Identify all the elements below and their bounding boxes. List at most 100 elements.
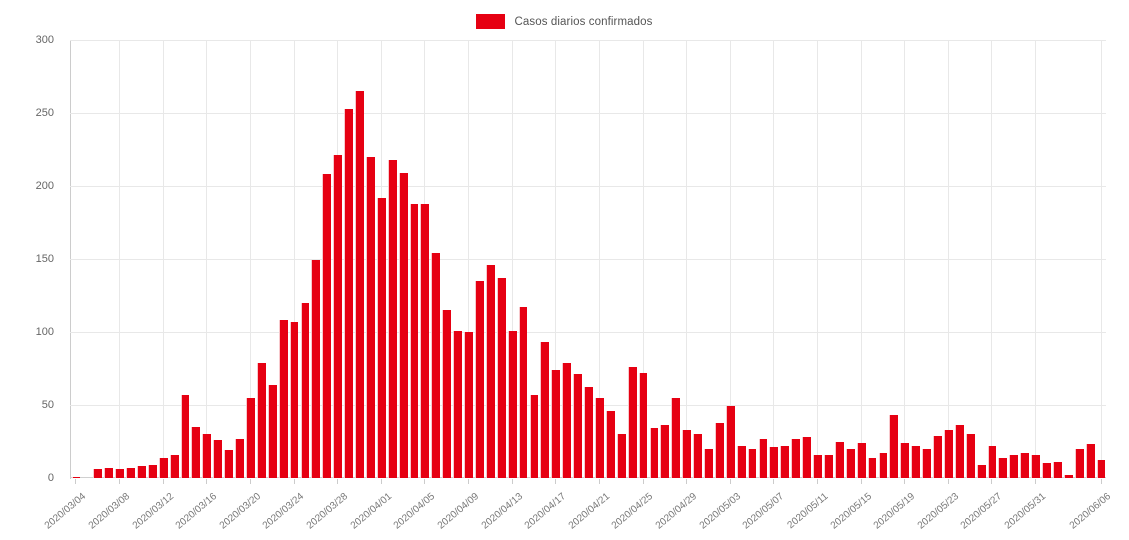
bar[interactable]	[1009, 454, 1019, 478]
bar[interactable]	[180, 394, 190, 478]
bar[interactable]	[791, 438, 801, 478]
bar[interactable]	[671, 397, 681, 478]
bar[interactable]	[278, 320, 288, 478]
bar[interactable]	[71, 476, 81, 478]
bar[interactable]	[933, 435, 942, 478]
bar[interactable]	[322, 174, 332, 478]
bar[interactable]	[660, 425, 670, 478]
bar[interactable]	[409, 203, 419, 478]
bar[interactable]	[573, 374, 582, 478]
bar[interactable]	[1042, 463, 1051, 478]
bar[interactable]	[889, 415, 899, 478]
bar[interactable]	[104, 467, 114, 478]
bar[interactable]	[627, 367, 637, 478]
bar[interactable]	[769, 447, 779, 478]
bar[interactable]	[365, 156, 375, 478]
bar[interactable]	[856, 442, 866, 478]
bar[interactable]	[507, 330, 517, 478]
bar[interactable]	[780, 445, 790, 478]
bar[interactable]	[1063, 475, 1073, 478]
bar[interactable]	[1074, 448, 1084, 478]
bar[interactable]	[998, 457, 1008, 478]
bar[interactable]	[551, 369, 561, 478]
bar[interactable]	[584, 387, 593, 478]
bar[interactable]	[224, 450, 234, 478]
bar[interactable]	[900, 442, 910, 478]
bar[interactable]	[1096, 460, 1106, 478]
bar[interactable]	[256, 362, 266, 478]
bar[interactable]	[987, 445, 997, 478]
bar[interactable]	[529, 394, 539, 478]
x-axis-tick-label: 2020/05/15	[828, 491, 874, 532]
bar[interactable]	[246, 397, 255, 478]
bar[interactable]	[704, 448, 713, 478]
bar[interactable]	[965, 434, 975, 478]
bar[interactable]	[911, 445, 921, 478]
bar[interactable]	[485, 264, 495, 478]
bar[interactable]	[267, 384, 277, 478]
x-axis-tick-label: 2020/04/01	[348, 491, 394, 532]
bar[interactable]	[813, 454, 822, 478]
bar[interactable]	[1053, 461, 1062, 478]
bar[interactable]	[311, 260, 321, 478]
bar[interactable]	[344, 108, 353, 478]
bar[interactable]	[136, 466, 146, 478]
bar[interactable]	[289, 321, 299, 478]
bar[interactable]	[300, 302, 310, 478]
bar[interactable]	[922, 448, 931, 478]
legend-item-casos-diarios-confirmados[interactable]: Casos diarios confirmados	[476, 14, 652, 29]
bar[interactable]	[387, 159, 397, 478]
bar[interactable]	[562, 362, 572, 478]
bar[interactable]	[1085, 444, 1095, 478]
bar[interactable]	[802, 437, 812, 478]
x-axis-tick-label: 2020/05/11	[785, 491, 831, 532]
bar[interactable]	[758, 438, 768, 478]
bar[interactable]	[954, 425, 964, 478]
bar[interactable]	[376, 197, 386, 478]
bar[interactable]	[747, 448, 757, 478]
bar[interactable]	[725, 406, 735, 478]
bar[interactable]	[475, 280, 484, 478]
bar[interactable]	[496, 277, 506, 478]
bar[interactable]	[682, 429, 692, 478]
x-axis-tick-label: 2020/05/31	[1002, 491, 1049, 532]
bar[interactable]	[235, 438, 244, 478]
bar[interactable]	[649, 428, 659, 478]
bar[interactable]	[333, 155, 343, 478]
bar[interactable]	[638, 372, 648, 478]
bar[interactable]	[355, 91, 364, 478]
bar[interactable]	[976, 464, 986, 478]
bar[interactable]	[464, 332, 473, 478]
bar[interactable]	[431, 253, 441, 478]
bar[interactable]	[823, 454, 833, 478]
bar[interactable]	[213, 440, 223, 478]
bar[interactable]	[834, 441, 844, 478]
bar[interactable]	[453, 330, 463, 478]
bar[interactable]	[594, 397, 604, 478]
bar[interactable]	[714, 422, 724, 478]
bar[interactable]	[518, 307, 528, 478]
bar[interactable]	[1031, 454, 1041, 478]
bar[interactable]	[93, 469, 103, 478]
bar[interactable]	[943, 429, 953, 478]
bar[interactable]	[878, 453, 888, 478]
bar[interactable]	[158, 457, 168, 478]
bar[interactable]	[736, 445, 746, 478]
bar[interactable]	[398, 172, 408, 478]
bar[interactable]	[540, 342, 550, 478]
bar[interactable]	[867, 457, 877, 478]
bar[interactable]	[115, 469, 124, 478]
bar[interactable]	[693, 434, 702, 478]
bar[interactable]	[202, 434, 212, 478]
bar[interactable]	[420, 203, 430, 478]
bar[interactable]	[845, 448, 855, 478]
bar[interactable]	[605, 410, 615, 478]
bar[interactable]	[126, 467, 135, 478]
bar[interactable]	[191, 426, 201, 478]
bar[interactable]	[169, 454, 179, 478]
bar[interactable]	[616, 434, 626, 478]
bar[interactable]	[147, 464, 157, 478]
bar[interactable]	[1020, 453, 1030, 478]
bar[interactable]	[442, 310, 452, 478]
